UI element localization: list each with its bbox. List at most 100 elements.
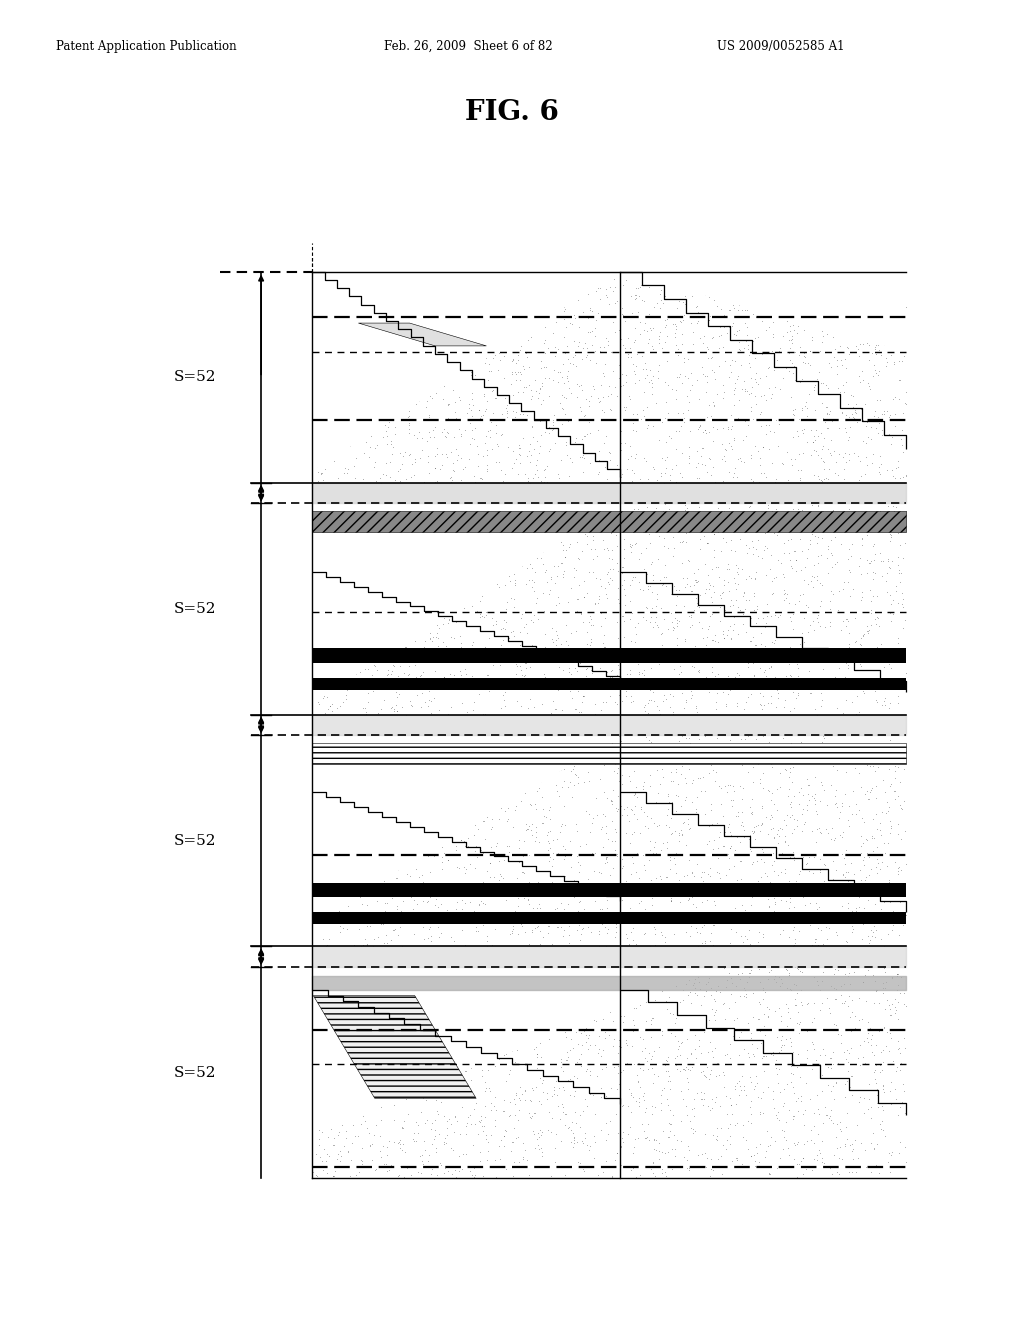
Point (454, 911, 470, 932)
Point (724, 416, 740, 437)
Point (851, 887, 867, 908)
Point (418, 1089, 434, 1110)
Point (712, 867, 728, 888)
Point (716, 628, 732, 649)
Point (356, 929, 373, 950)
Point (555, 1061, 571, 1082)
Point (413, 499, 429, 520)
Point (588, 309, 604, 330)
Point (686, 977, 702, 998)
Point (453, 829, 469, 850)
Point (382, 1052, 398, 1073)
Point (473, 312, 489, 333)
Point (488, 528, 505, 549)
Point (521, 871, 538, 892)
Point (509, 1040, 525, 1061)
Point (637, 367, 653, 388)
Point (536, 582, 552, 603)
Point (893, 280, 909, 301)
Point (481, 993, 498, 1014)
Point (508, 1082, 524, 1104)
Point (368, 1022, 384, 1043)
Point (622, 898, 638, 919)
Point (643, 1048, 659, 1069)
Point (468, 836, 484, 857)
Point (531, 378, 548, 399)
Point (669, 639, 685, 660)
Point (356, 1110, 373, 1131)
Point (382, 267, 398, 288)
Point (571, 375, 588, 396)
Point (710, 1148, 726, 1170)
Point (775, 651, 792, 672)
Point (393, 851, 410, 873)
Point (380, 294, 396, 315)
Point (644, 895, 660, 916)
Point (410, 506, 426, 527)
Point (823, 1048, 840, 1069)
Point (438, 989, 455, 1010)
Point (666, 618, 682, 639)
Point (441, 495, 458, 516)
Point (767, 894, 783, 915)
Point (607, 927, 624, 948)
Point (657, 814, 674, 836)
Point (467, 1010, 483, 1031)
Point (870, 306, 887, 327)
Point (887, 780, 903, 801)
Point (859, 842, 876, 863)
Point (847, 401, 863, 422)
Point (867, 857, 884, 878)
Point (696, 780, 713, 801)
Point (726, 607, 742, 628)
Point (596, 352, 612, 374)
Point (373, 569, 389, 590)
Point (515, 1148, 531, 1170)
Point (439, 393, 456, 414)
Point (453, 469, 469, 490)
Point (764, 453, 780, 474)
Point (470, 400, 486, 421)
Point (454, 511, 470, 532)
Point (630, 1071, 646, 1092)
Point (529, 430, 546, 451)
Point (314, 271, 331, 292)
Point (715, 337, 731, 358)
Point (898, 500, 914, 521)
Point (494, 903, 510, 924)
Point (731, 338, 748, 359)
Point (351, 978, 368, 999)
Point (709, 384, 725, 405)
Point (396, 978, 413, 999)
Point (819, 403, 836, 424)
Point (541, 367, 557, 388)
Point (759, 997, 775, 1018)
Point (812, 979, 828, 1001)
Point (628, 421, 644, 442)
Point (799, 795, 815, 816)
Point (380, 762, 396, 783)
Point (518, 652, 535, 673)
Point (678, 921, 694, 942)
Point (866, 1138, 883, 1159)
Point (730, 1044, 746, 1065)
Point (702, 923, 719, 944)
Point (873, 326, 890, 347)
Point (373, 833, 389, 854)
Point (627, 566, 643, 587)
Point (721, 367, 737, 388)
Point (768, 676, 784, 697)
Point (762, 558, 778, 579)
Point (760, 1077, 776, 1098)
Point (455, 458, 471, 479)
Point (557, 343, 573, 364)
Point (347, 663, 364, 684)
Point (703, 359, 720, 380)
Point (485, 1155, 502, 1176)
Point (493, 546, 509, 568)
Point (369, 434, 385, 455)
Point (542, 645, 558, 667)
Point (680, 348, 696, 370)
Point (424, 525, 440, 546)
Point (766, 1001, 782, 1022)
